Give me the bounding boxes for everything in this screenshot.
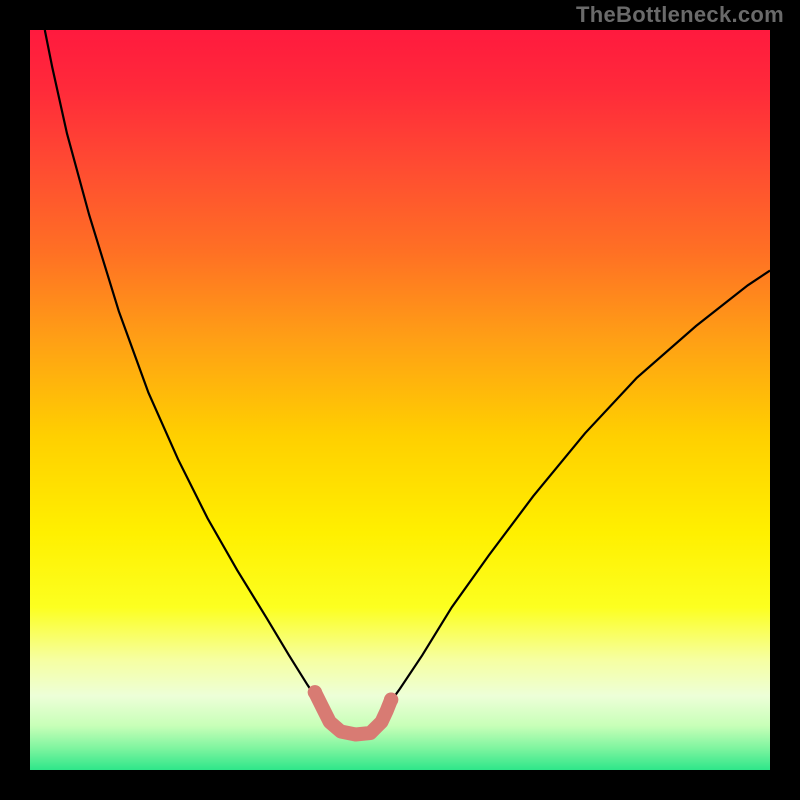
bottleneck-chart: [30, 30, 770, 770]
highlight-endpoint-dot: [384, 693, 398, 707]
watermark-text: TheBottleneck.com: [576, 2, 784, 28]
highlight-endpoint-dot: [308, 685, 322, 699]
chart-container: [30, 30, 770, 770]
gradient-background: [30, 30, 770, 770]
